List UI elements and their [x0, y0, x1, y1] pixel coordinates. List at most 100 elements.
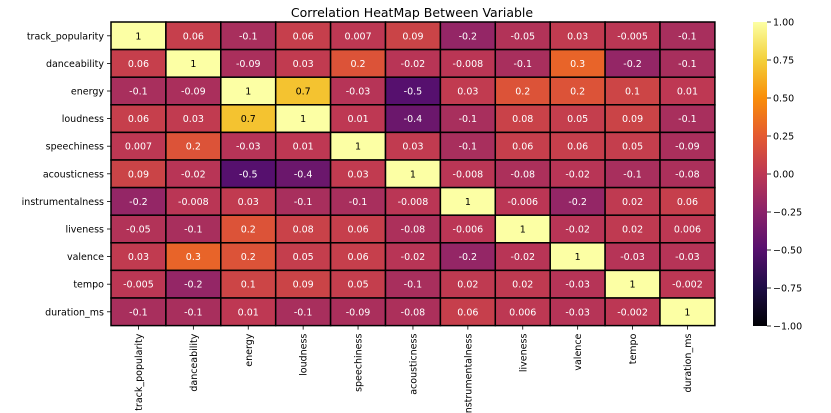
- row-label: acousticness: [43, 169, 104, 180]
- cell-value-label: -0.1: [459, 114, 478, 125]
- heatmap-cell: [494, 186, 551, 216]
- heatmap-cell: [549, 48, 606, 78]
- cell-value-label: -0.2: [129, 197, 148, 208]
- cell-value-label: -0.1: [623, 169, 642, 180]
- row-label: track_popularity: [27, 31, 105, 42]
- cell-value-label: 0.06: [347, 252, 368, 263]
- cell-value-label: -0.1: [678, 31, 697, 42]
- cell-value-label: 0.03: [457, 87, 478, 98]
- cell-value-label: -0.1: [294, 307, 313, 318]
- cell-value-label: 0.08: [293, 225, 314, 236]
- colorbar-tick-label: 0.00: [773, 170, 794, 181]
- cell-value-label: 0.06: [677, 197, 698, 208]
- cell-value-label: -0.002: [617, 307, 648, 318]
- colorbar-tick-label: −0.25: [773, 208, 802, 219]
- cell-value-label: 0.09: [402, 31, 423, 42]
- cell-value-label: -0.03: [565, 307, 590, 318]
- cell-value-label: 0.01: [293, 142, 314, 153]
- cell-value-label: -0.09: [236, 59, 261, 70]
- cell-value-label: 0.01: [677, 87, 698, 98]
- cell-value-label: -0.03: [620, 252, 645, 263]
- cell-value-label: -0.2: [184, 280, 203, 291]
- row-label: energy: [71, 87, 104, 98]
- cell-value-label: -0.1: [129, 87, 148, 98]
- cell-value-label: -0.1: [349, 197, 368, 208]
- heatmap-cell: [549, 186, 606, 216]
- column-label: danceability: [189, 333, 200, 391]
- heatmap-cell: [494, 297, 551, 327]
- cell-value-label: -0.05: [510, 31, 535, 42]
- cell-value-label: -0.006: [453, 225, 484, 236]
- cell-value-label: 0.1: [241, 280, 256, 291]
- heatmap-cell: [659, 214, 716, 244]
- row-label: liveness: [65, 225, 104, 236]
- chart-title: Correlation HeatMap Between Variable: [291, 5, 533, 20]
- cell-value-label: 0.006: [509, 307, 536, 318]
- cell-value-label: 0.05: [293, 252, 314, 263]
- cell-value-label: -0.1: [678, 114, 697, 125]
- cell-value-label: 0.09: [293, 280, 314, 291]
- heatmap-cell: [384, 297, 442, 327]
- cell-value-label: 0.05: [347, 280, 368, 291]
- cell-value-label: 0.7: [296, 87, 311, 98]
- cell-value-label: -0.02: [565, 169, 590, 180]
- top-strip: [0, 0, 831, 3]
- cell-value-label: 0.06: [128, 114, 149, 125]
- cell-value-label: -0.002: [672, 280, 703, 291]
- heatmap-cell: [604, 76, 661, 106]
- cell-value-label: -0.1: [294, 197, 313, 208]
- cell-value-label: 0.02: [622, 197, 643, 208]
- cell-value-label: -0.2: [623, 59, 642, 70]
- colorbar-tick-label: 0.75: [773, 56, 794, 67]
- cell-value-label: -0.03: [565, 280, 590, 291]
- cell-value-label: -0.008: [453, 59, 484, 70]
- row-label: danceability: [46, 59, 104, 70]
- colorbar-tick-label: −0.50: [773, 246, 802, 257]
- cell-value-label: -0.08: [401, 307, 426, 318]
- cell-value-label: 0.2: [570, 87, 585, 98]
- heatmap-cell: [549, 131, 606, 161]
- heatmap-cell: [494, 48, 551, 78]
- cell-value-label: 0.2: [241, 225, 256, 236]
- cell-value-label: 1: [355, 142, 361, 153]
- heatmap-cell: [329, 242, 387, 272]
- column-label: valence: [573, 333, 584, 370]
- cell-value-label: -0.02: [181, 169, 206, 180]
- heatmap-cell: [165, 104, 222, 134]
- cell-value-label: 1: [135, 31, 141, 42]
- cell-value-label: -0.1: [678, 59, 697, 70]
- cell-value-label: 0.2: [241, 252, 256, 263]
- cell-value-label: -0.008: [398, 197, 429, 208]
- cell-value-label: 1: [245, 87, 251, 98]
- column-label: track_popularity: [134, 333, 145, 411]
- cell-value-label: 0.03: [183, 114, 204, 125]
- heatmap-cell: [165, 186, 222, 216]
- cell-value-label: 0.05: [567, 114, 588, 125]
- cell-value-label: 0.007: [125, 142, 152, 153]
- heatmap-cell: [384, 76, 442, 106]
- cell-value-label: -0.005: [617, 31, 648, 42]
- heatmap-cell: [274, 186, 332, 216]
- cell-value-label: -0.008: [453, 169, 484, 180]
- cell-value-label: 0.1: [625, 87, 640, 98]
- row-label: tempo: [73, 280, 104, 291]
- cell-value-label: 0.01: [238, 307, 259, 318]
- heatmap-cell: [549, 269, 606, 299]
- cell-value-label: 1: [630, 280, 636, 291]
- heatmap-cell: [439, 159, 497, 189]
- row-label: valence: [67, 252, 104, 263]
- cell-value-label: 0.02: [457, 280, 478, 291]
- cell-value-label: 1: [300, 114, 306, 125]
- cell-value-label: -0.03: [346, 87, 371, 98]
- heatmap-cell: [329, 131, 387, 161]
- cell-value-label: 1: [520, 225, 526, 236]
- heatmap-cell: [274, 269, 332, 299]
- heatmap-cell: [220, 104, 277, 134]
- cell-value-label: -0.2: [459, 31, 478, 42]
- cell-value-label: 0.2: [186, 142, 201, 153]
- row-label: instrumentalness: [22, 197, 104, 208]
- cell-value-label: -0.1: [184, 225, 203, 236]
- heatmap-cell: [494, 159, 551, 189]
- heatmap-cell: [659, 297, 716, 327]
- cell-value-label: 0.3: [186, 252, 201, 263]
